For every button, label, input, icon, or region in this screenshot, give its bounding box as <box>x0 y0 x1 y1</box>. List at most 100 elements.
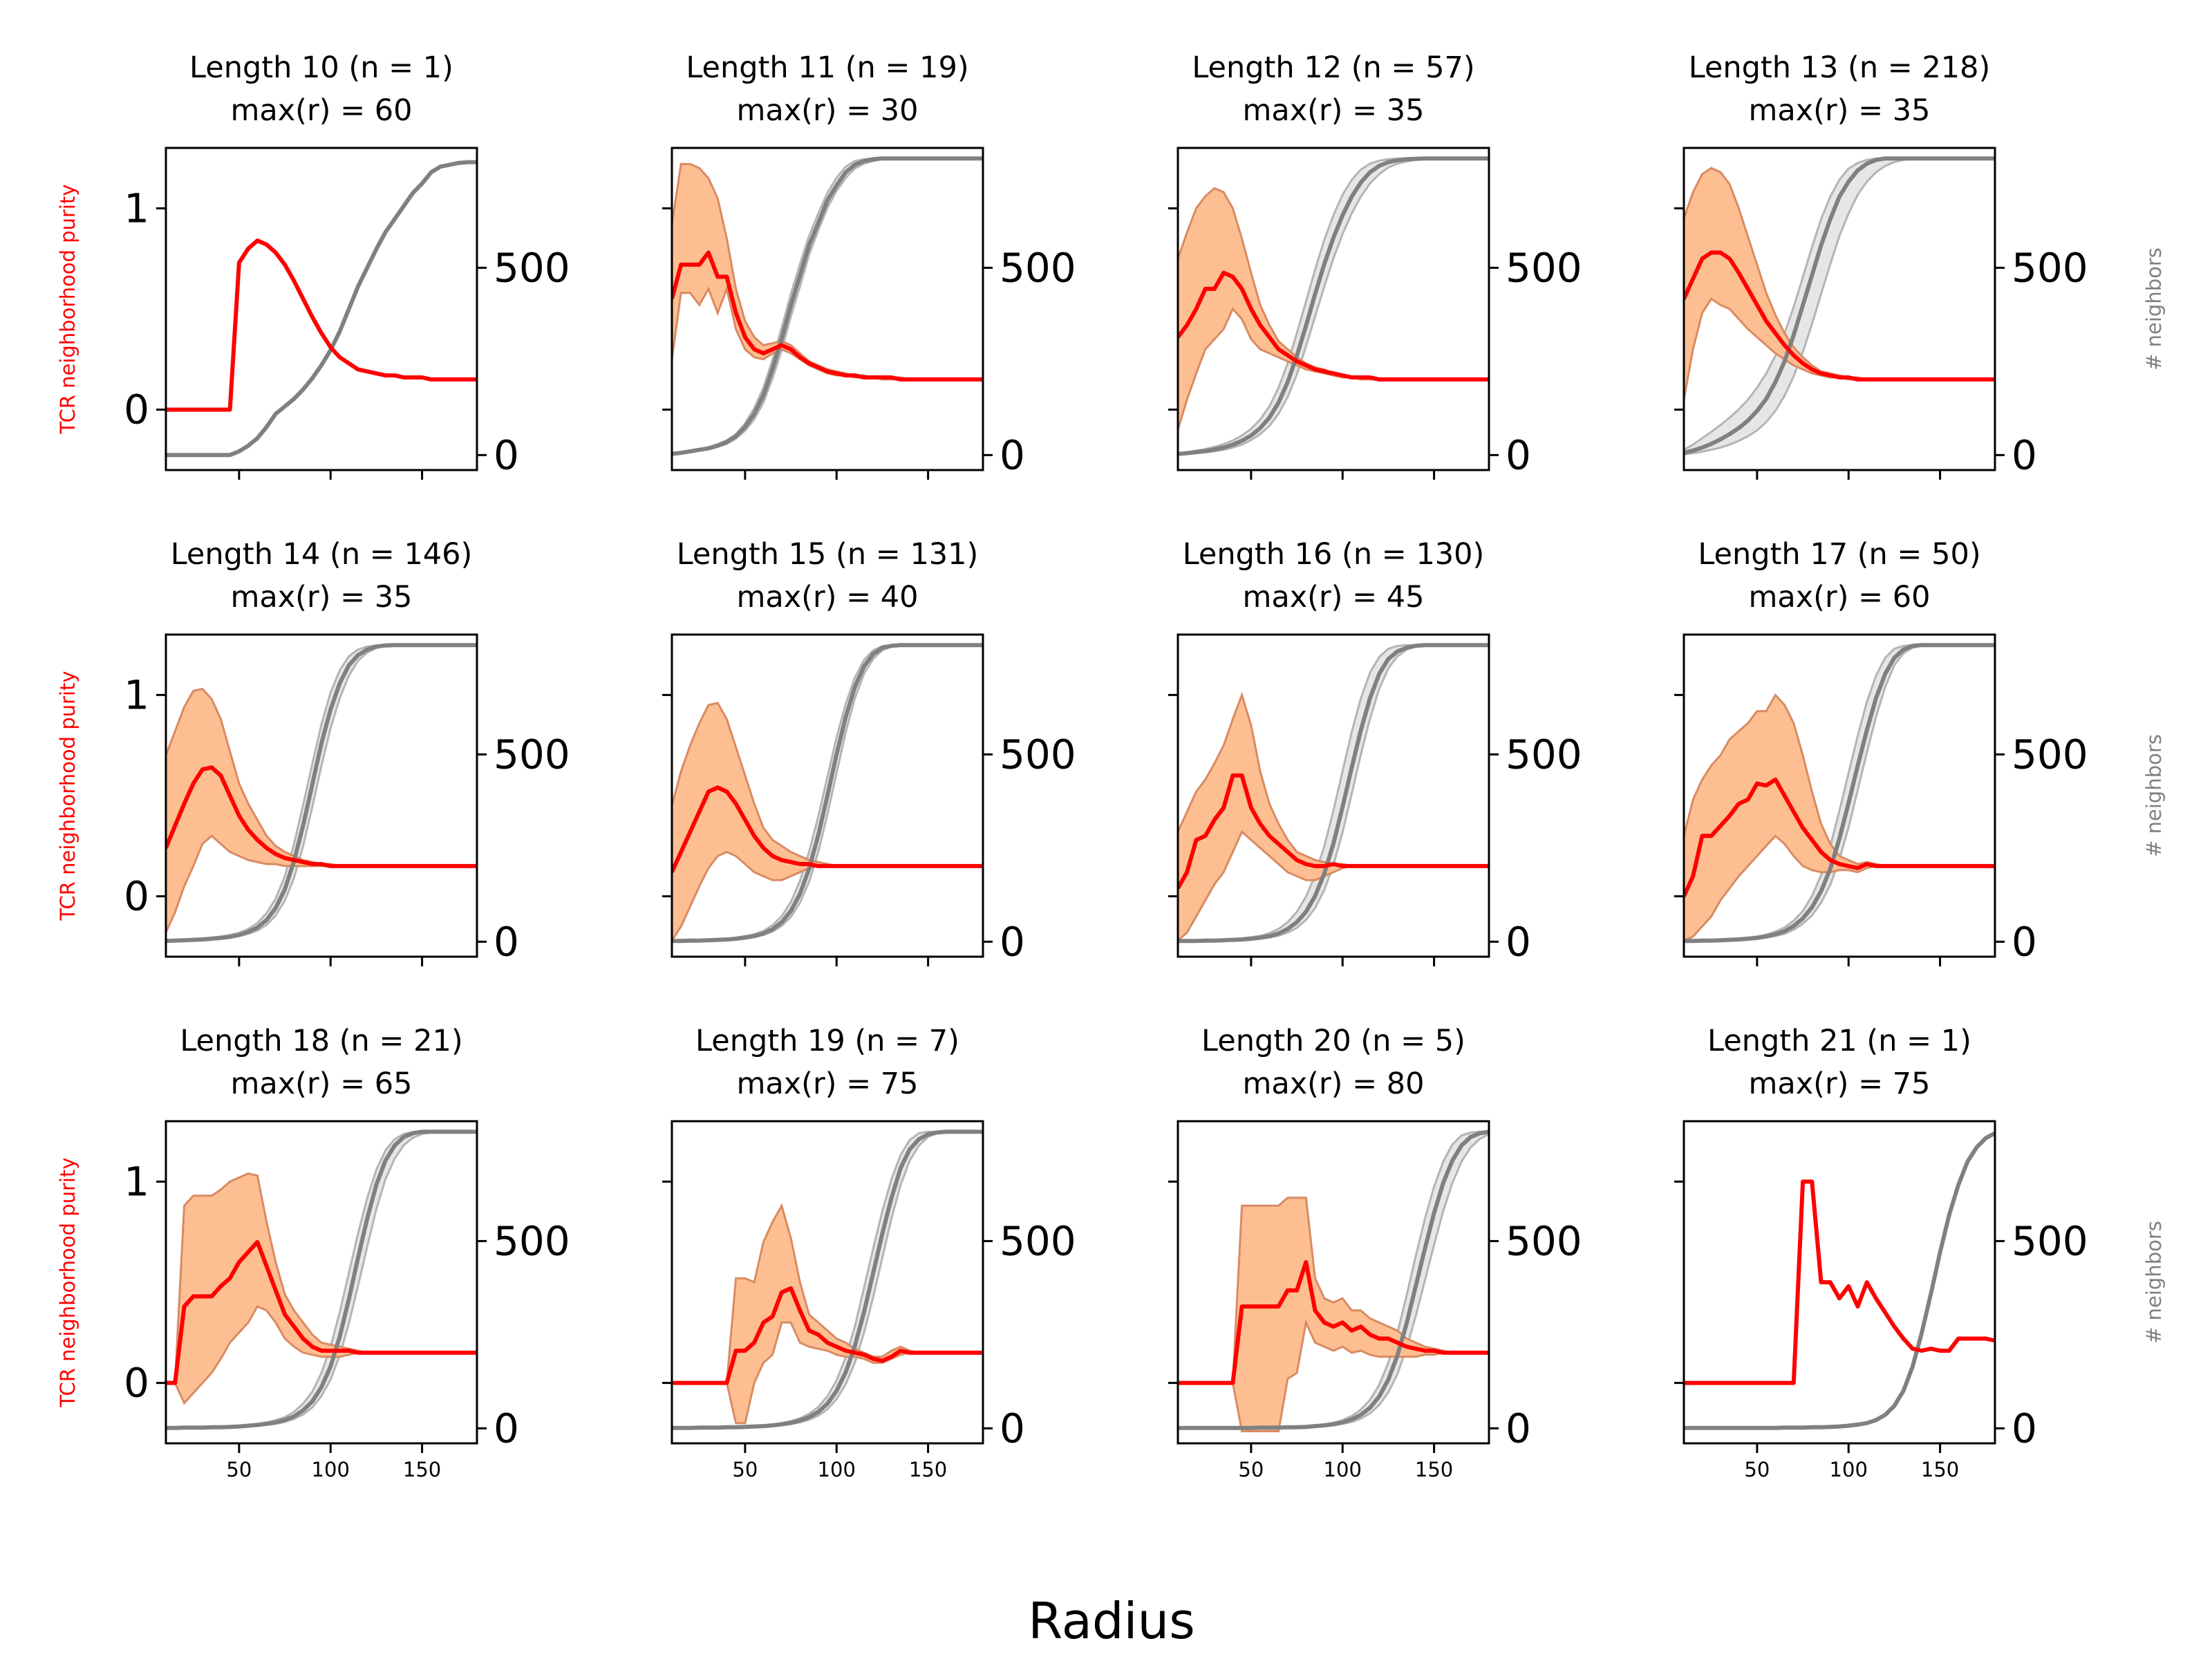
purity-line <box>166 1239 477 1385</box>
neighbors-line <box>1684 643 1995 944</box>
neighbors-line <box>1684 1131 1995 1430</box>
neighbors-line <box>672 156 983 456</box>
subplot-0: 0 1 0 500 Length 10 (n = 1) max(r) = 60 TCR ne… <box>56 50 570 480</box>
subplot-title-line2: max(r) = 40 <box>737 580 919 615</box>
x-tick-label: 150 <box>909 1458 947 1481</box>
subplot-title-line1: Length 13 (n = 218) <box>1689 50 1991 85</box>
subplot-title-line1: Length 14 (n = 146) <box>171 537 473 572</box>
subplot-title-line2: max(r) = 65 <box>231 1067 413 1101</box>
right-ylabel: # neighbors <box>2142 1221 2166 1344</box>
neighbors-line <box>1178 156 1489 456</box>
x-tick-label: 50 <box>226 1458 252 1481</box>
subplot-8: 50 100 150 0 1 0 500 Length 18 (n = 21) max(r) =… <box>56 1024 570 1481</box>
purity-band <box>672 703 983 941</box>
subplot-title-line1: Length 20 (n = 5) <box>1201 1024 1465 1058</box>
axes-frame <box>1683 147 1996 471</box>
subplot-title-line1: Length 11 (n = 19) <box>686 50 968 85</box>
x-tick-label: 50 <box>1238 1458 1264 1481</box>
right-ylabel: # neighbors <box>2142 734 2166 857</box>
y-left-tick-label: 0 <box>124 386 149 433</box>
purity-band <box>672 1206 983 1423</box>
axes-frame <box>671 633 984 958</box>
purity-band <box>166 1173 477 1403</box>
axes-frame <box>1177 1120 1490 1445</box>
y-right-tick-label: 0 <box>1000 1405 1025 1452</box>
neighbors-line <box>166 1130 477 1430</box>
left-ylabel: TCR neighborhood purity <box>56 184 79 434</box>
purity-line <box>1684 1179 1995 1385</box>
axes-frame <box>165 147 478 471</box>
y-right-tick-label: 0 <box>1506 431 1531 478</box>
y-left-tick-label: 0 <box>124 873 149 920</box>
y-right-tick-label: 0 <box>2012 431 2037 478</box>
purity-band-lower <box>1684 297 1995 400</box>
y-left-tick-label: 0 <box>124 1360 149 1407</box>
plot-area <box>1178 156 1489 456</box>
subplot-11: 50 100 150 0 500 Length 21 (n = 1) max(r) = 75… <box>1674 1024 2166 1481</box>
purity-band <box>672 164 983 379</box>
purity-band <box>1684 695 1995 941</box>
y-right-tick-label: 0 <box>494 1405 519 1452</box>
subplot-7: 0 500 Length 17 (n = 50) max(r) = 60 # neigh… <box>1674 537 2166 966</box>
plot-area <box>166 160 477 458</box>
purity-line <box>1178 1259 1489 1385</box>
x-tick-label: 150 <box>403 1458 441 1481</box>
subplot-3: 0 500 Length 13 (n = 218) max(r) = 35 # neig… <box>1674 50 2166 480</box>
figure-xlabel: Radius <box>1028 1592 1194 1650</box>
y-right-tick-label: 500 <box>1506 731 1582 778</box>
purity-band <box>166 688 477 932</box>
purity-line <box>166 765 477 868</box>
purity-line <box>672 785 983 873</box>
plot-area <box>166 1130 477 1430</box>
neighbors-line <box>166 643 477 944</box>
x-tick-label: 50 <box>732 1458 758 1481</box>
y-right-tick-label: 500 <box>494 731 570 778</box>
y-right-tick-label: 0 <box>1506 918 1531 965</box>
purity-band-lower <box>166 834 477 933</box>
purity-line <box>672 1286 983 1385</box>
y-right-tick-label: 500 <box>2012 731 2088 778</box>
purity-line <box>1684 250 1995 382</box>
neighbors-band <box>1178 1132 1489 1428</box>
x-tick-label: 50 <box>1744 1458 1770 1481</box>
plot-area <box>1684 1131 1995 1430</box>
axes-frame <box>165 633 478 958</box>
axes-frame <box>671 147 984 471</box>
y-right-tick-label: 500 <box>1000 731 1076 778</box>
y-right-tick-label: 0 <box>494 918 519 965</box>
y-right-tick-label: 0 <box>2012 1405 2037 1452</box>
purity-band-upper <box>1178 1197 1489 1385</box>
plot-area <box>166 643 477 944</box>
y-right-tick-label: 0 <box>1000 431 1025 478</box>
x-tick-label: 100 <box>818 1458 856 1481</box>
y-right-tick-label: 500 <box>1000 1217 1076 1264</box>
subplot-title-line1: Length 15 (n = 131) <box>677 537 979 572</box>
subplot-title-line1: Length 10 (n = 1) <box>189 50 453 85</box>
plot-area <box>1178 643 1489 944</box>
y-right-tick-label: 500 <box>1506 1217 1582 1264</box>
y-right-tick-label: 500 <box>1000 244 1076 291</box>
subplot-title-line2: max(r) = 75 <box>737 1067 919 1101</box>
purity-line <box>672 250 983 382</box>
y-left-tick-label: 1 <box>124 185 149 232</box>
subplot-title-line1: Length 16 (n = 130) <box>1183 537 1485 572</box>
subplot-title-line2: max(r) = 35 <box>1243 93 1425 128</box>
neighbors-line <box>672 1130 983 1430</box>
neighbors-line <box>672 643 983 944</box>
plot-area <box>672 1130 983 1430</box>
x-tick-label: 100 <box>1830 1458 1868 1481</box>
subplot-10: 50 100 150 0 500 Length 20 (n = 5) max(r) = 80 <box>1168 1024 1582 1481</box>
plot-area <box>672 643 983 944</box>
subplot-2: 0 500 Length 12 (n = 57) max(r) = 35 <box>1168 50 1582 480</box>
axes-frame <box>1177 633 1490 958</box>
plot-area <box>672 156 983 456</box>
purity-band-lower <box>1178 307 1489 431</box>
purity-band <box>1178 695 1489 941</box>
axes-frame <box>671 1120 984 1445</box>
left-ylabel: TCR neighborhood purity <box>56 1157 79 1407</box>
subplot-title-line2: max(r) = 45 <box>1243 580 1425 615</box>
y-left-tick-label: 1 <box>124 671 149 718</box>
y-right-tick-label: 500 <box>2012 244 2088 291</box>
